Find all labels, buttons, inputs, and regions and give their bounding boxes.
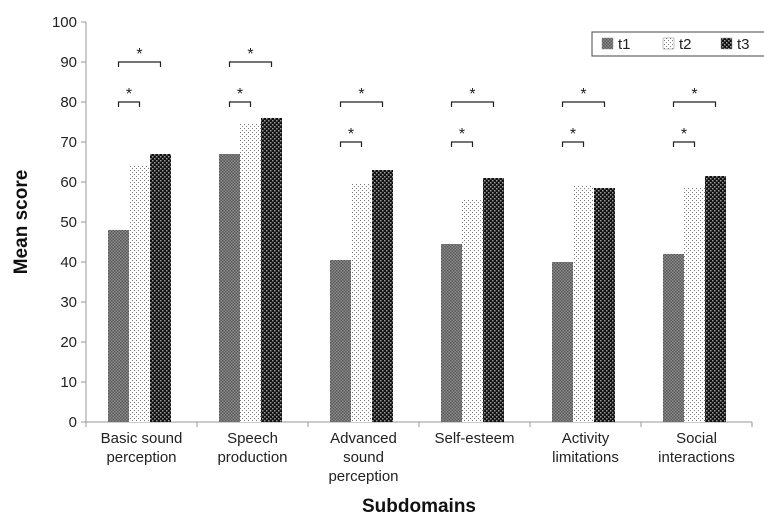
y-tick-label: 70: [60, 134, 77, 151]
significance-bracket: [450, 141, 474, 147]
bar-t1-5: [663, 254, 684, 422]
x-category-label: production: [217, 449, 287, 466]
bar-t2-3: [462, 200, 483, 422]
legend-swatch-t1: [601, 37, 614, 50]
bar-t1-2: [330, 260, 351, 422]
x-category-label: Basic sound: [101, 430, 183, 447]
significance-star: *: [348, 126, 354, 143]
significance-bracket: [339, 101, 384, 107]
significance-star: *: [358, 86, 364, 103]
significance-bracket: [450, 101, 495, 107]
bar-t1-3: [441, 244, 462, 422]
bar-t2-4: [573, 186, 594, 422]
y-tick-label: 10: [60, 374, 77, 391]
significance-star: *: [570, 126, 576, 143]
x-category-label: Activity: [562, 430, 610, 447]
significance-star: *: [247, 46, 253, 63]
bar-t3-0: [150, 154, 171, 422]
bar-t3-3: [483, 178, 504, 422]
bar-t1-4: [552, 262, 573, 422]
x-category-label: perception: [106, 449, 176, 466]
y-tick-label: 20: [60, 334, 77, 351]
significance-star: *: [691, 86, 697, 103]
significance-star: *: [459, 126, 465, 143]
legend-swatch-t2: [662, 37, 675, 50]
bar-t1-0: [108, 230, 129, 422]
x-category-label: limitations: [552, 449, 619, 466]
significance-bracket: [672, 101, 717, 107]
y-axis-title: Mean score: [11, 170, 32, 275]
y-axis-ticks: 0 10 20 30 40 50 60 70 80 90 100: [52, 14, 86, 431]
bar-t2-2: [351, 184, 372, 422]
x-axis-category-labels: Basic sound perception Speech production Adv…: [101, 430, 735, 485]
x-category-label: Self-esteem: [434, 430, 514, 447]
significance-bracket: [228, 101, 252, 107]
y-tick-label: 40: [60, 254, 77, 271]
bars: [108, 118, 726, 422]
significance-bracket: [339, 141, 363, 147]
bar-t3-2: [372, 170, 393, 422]
bar-t3-5: [705, 176, 726, 422]
significance-star: *: [681, 126, 687, 143]
y-tick-label: 80: [60, 94, 77, 111]
bar-t1-1: [219, 154, 240, 422]
bar-t2-5: [684, 188, 705, 422]
significance-bracket: [117, 101, 141, 107]
significance-star: *: [126, 86, 132, 103]
bar-t3-4: [594, 188, 615, 422]
x-category-label: Speech: [227, 430, 278, 447]
y-tick-label: 100: [52, 14, 77, 31]
x-category-label: Advanced: [330, 430, 397, 447]
legend-label-t1: t1: [618, 36, 631, 53]
significance-star: *: [469, 86, 475, 103]
significance-bracket: [672, 141, 696, 147]
significance-star: *: [580, 86, 586, 103]
significance-brackets: * * * * * * * * * * * *: [117, 46, 717, 147]
y-tick-label: 50: [60, 214, 77, 231]
y-tick-label: 90: [60, 54, 77, 71]
significance-bracket: [561, 101, 606, 107]
x-axis-title: Subdomains: [362, 496, 476, 517]
significance-bracket: [561, 141, 585, 147]
axes: [85, 22, 753, 427]
significance-bracket: [117, 61, 162, 67]
y-tick-label: 0: [69, 414, 77, 431]
bar-t2-1: [240, 124, 261, 422]
x-category-label: interactions: [658, 449, 735, 466]
significance-star: *: [237, 86, 243, 103]
x-category-label: perception: [328, 468, 398, 485]
legend-swatch-t3: [720, 37, 733, 50]
significance-bracket: [228, 61, 273, 67]
y-tick-label: 30: [60, 294, 77, 311]
x-category-label: sound: [343, 449, 384, 466]
bar-t3-1: [261, 118, 282, 422]
y-tick-label: 60: [60, 174, 77, 191]
legend: t1 t2 t3: [591, 31, 764, 57]
bar-t2-0: [129, 166, 150, 422]
legend-label-t3: t3: [737, 36, 750, 53]
significance-star: *: [136, 46, 142, 63]
legend-box: [591, 31, 764, 57]
x-category-label: Social: [676, 430, 717, 447]
legend-label-t2: t2: [679, 36, 692, 53]
